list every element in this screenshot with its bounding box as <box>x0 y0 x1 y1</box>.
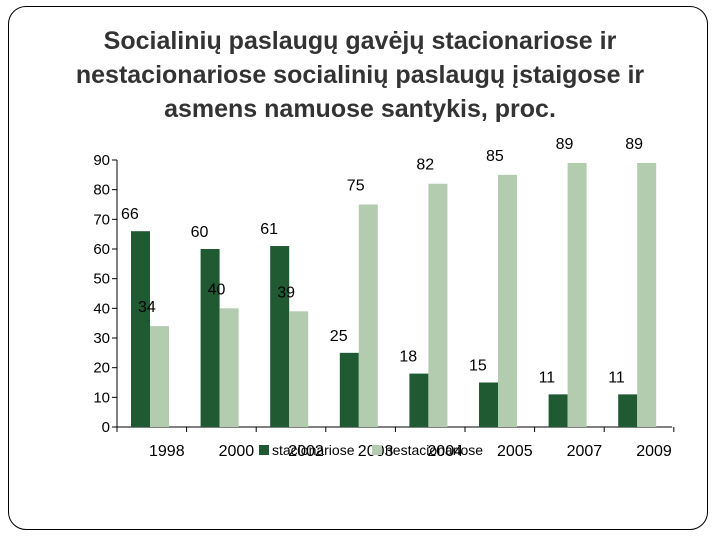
bar-nestacionariose <box>498 174 517 427</box>
y-tick-label: 20 <box>93 360 110 377</box>
bar-stacionariose <box>479 382 498 427</box>
bar-stacionariose <box>131 231 150 427</box>
x-tick-label: 2004 <box>427 443 463 460</box>
data-label-nestacionariose: 89 <box>625 136 643 153</box>
data-label-stacionariose: 15 <box>469 358 487 375</box>
data-label-stacionariose: 60 <box>191 224 209 241</box>
y-tick-label: 30 <box>93 330 110 347</box>
chart-title-line-3: asmens namuose santykis, proc. <box>164 95 556 123</box>
bar-stacionariose <box>548 394 568 427</box>
chart-title: Socialinių paslaugų gavėjų stacionariose… <box>60 24 660 126</box>
legend-swatch-stacionariose <box>259 445 269 455</box>
chart-title-line-2: nestacionariose socialinių paslaugų įsta… <box>75 61 645 89</box>
y-tick-label: 40 <box>93 300 110 317</box>
y-tick-label: 80 <box>93 182 110 199</box>
bar-stacionariose <box>618 394 638 427</box>
bar-stacionariose <box>200 249 220 427</box>
bar-nestacionariose <box>219 308 239 427</box>
y-tick-label: 90 <box>93 152 110 169</box>
bar-nestacionariose <box>289 311 309 427</box>
data-label-nestacionariose: 85 <box>486 148 504 165</box>
x-tick-label: 2009 <box>636 443 672 460</box>
legend-label-stacionariose: stacionariose <box>272 442 355 458</box>
x-tick-label: 2007 <box>567 443 603 460</box>
x-tick-label: 2005 <box>497 443 533 460</box>
x-tick-label: 2002 <box>288 443 324 460</box>
data-label-nestacionariose: 40 <box>208 281 226 298</box>
bar-nestacionariose <box>428 183 448 427</box>
bar-nestacionariose <box>637 162 657 427</box>
data-label-stacionariose: 11 <box>539 369 556 386</box>
legend-label-nestacionariose: nestacionariose <box>385 442 483 458</box>
data-label-nestacionariose: 82 <box>416 157 434 174</box>
legend-swatch-nestacionariose <box>372 445 382 455</box>
slide-frame <box>8 6 708 530</box>
bar-stacionariose <box>270 246 290 427</box>
data-label-stacionariose: 66 <box>121 206 139 223</box>
y-tick-label: 50 <box>93 271 110 288</box>
y-tick-label: 70 <box>93 211 110 228</box>
chart-title-line-1: Socialinių paslaugų gavėjų stacionariose… <box>103 27 617 55</box>
bar-stacionariose <box>409 373 429 427</box>
y-tick-label: 10 <box>93 389 110 406</box>
bar-stacionariose <box>339 352 359 427</box>
data-label-nestacionariose: 39 <box>277 284 295 301</box>
x-tick-label: 2000 <box>219 443 255 460</box>
data-label-nestacionariose: 89 <box>556 136 574 153</box>
y-tick-label: 60 <box>93 241 110 258</box>
bar-nestacionariose <box>150 326 169 427</box>
data-label-nestacionariose: 34 <box>138 299 156 316</box>
bar-nestacionariose <box>358 204 378 427</box>
bar-nestacionariose <box>567 162 587 427</box>
data-label-stacionariose: 18 <box>399 349 417 366</box>
data-label-nestacionariose: 75 <box>347 178 365 195</box>
y-tick-label: 0 <box>102 419 110 436</box>
x-tick-label: 1998 <box>149 443 185 460</box>
data-label-stacionariose: 25 <box>330 328 348 345</box>
data-label-stacionariose: 11 <box>608 369 625 386</box>
data-label-stacionariose: 61 <box>260 221 278 238</box>
